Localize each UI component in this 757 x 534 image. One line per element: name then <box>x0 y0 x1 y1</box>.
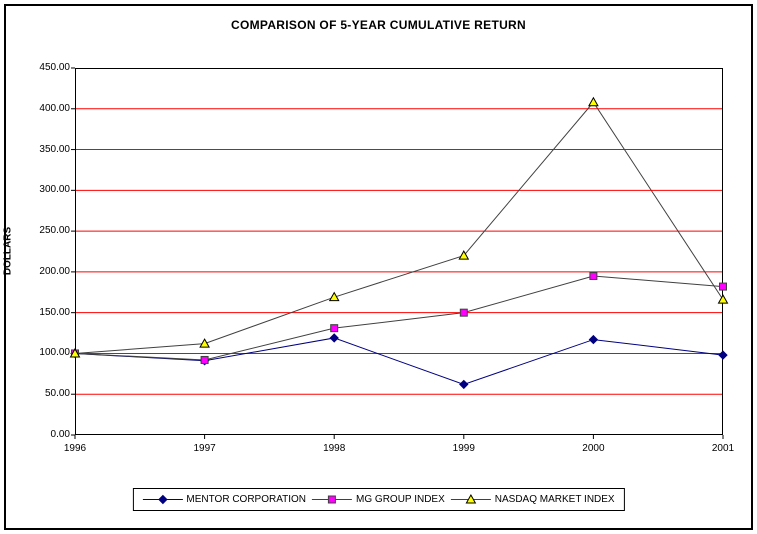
triangle-marker-icon <box>69 347 81 358</box>
series-line <box>74 337 724 385</box>
y-tick-label: 0.00 <box>50 429 70 440</box>
y-tick-label: 100.00 <box>39 347 70 359</box>
x-tick-label: 2000 <box>582 443 605 454</box>
plot-border <box>75 68 723 435</box>
square-marker-icon <box>719 282 727 291</box>
triangle-marker-icon <box>199 338 210 348</box>
legend-item: NASDAQ MARKET INDEX <box>450 493 615 505</box>
y-tick-label: 200.00 <box>39 265 70 277</box>
y-tick-label: 150.00 <box>39 306 70 318</box>
diamond-marker-icon <box>157 494 168 505</box>
square-marker-icon <box>459 308 468 317</box>
chart-title: COMPARISON OF 5-YEAR CUMULATIVE RETURN <box>231 18 526 32</box>
y-tick-label: 450.00 <box>39 62 70 73</box>
legend: MENTOR CORPORATION MG GROUP INDEX NASDAQ M… <box>132 488 625 511</box>
diamond-marker-icon <box>329 333 339 343</box>
series-line <box>74 275 724 361</box>
y-tick-label: 300.00 <box>39 184 70 196</box>
diamond-marker-icon <box>588 334 599 345</box>
diamond-marker-icon <box>718 350 728 360</box>
series-line <box>74 101 724 354</box>
plot-area <box>69 67 729 439</box>
legend-label: MG GROUP INDEX <box>356 494 445 505</box>
legend-item: MENTOR CORPORATION <box>142 494 306 505</box>
legend-label: NASDAQ MARKET INDEX <box>494 494 615 505</box>
y-tick-label: 350.00 <box>39 143 70 155</box>
y-tick-label: 400.00 <box>39 102 70 114</box>
triangle-marker-icon <box>717 294 729 304</box>
x-tick-label: 2001 <box>711 443 735 454</box>
x-tick-label: 1998 <box>323 443 346 454</box>
legend-swatch-icon <box>450 493 491 504</box>
triangle-marker-icon <box>465 493 477 504</box>
x-tick-label: 1997 <box>193 443 216 454</box>
y-tick-label: 250.00 <box>39 225 70 237</box>
x-tick-label: 1999 <box>452 443 475 454</box>
square-marker-icon <box>200 355 209 364</box>
legend-label: MENTOR CORPORATION <box>186 494 307 505</box>
square-marker-icon <box>589 271 598 280</box>
triangle-marker-icon <box>588 96 599 107</box>
x-tick-label: 1996 <box>63 443 87 454</box>
triangle-marker-icon <box>328 291 340 302</box>
y-tick-label: 50.00 <box>44 388 70 400</box>
diamond-marker-icon <box>459 379 469 390</box>
legend-swatch-icon <box>312 495 353 504</box>
square-marker-icon <box>330 324 339 333</box>
triangle-marker-icon <box>458 250 470 260</box>
legend-swatch-icon <box>142 494 183 505</box>
square-marker-icon <box>328 495 337 504</box>
legend-item: MG GROUP INDEX <box>312 494 445 505</box>
